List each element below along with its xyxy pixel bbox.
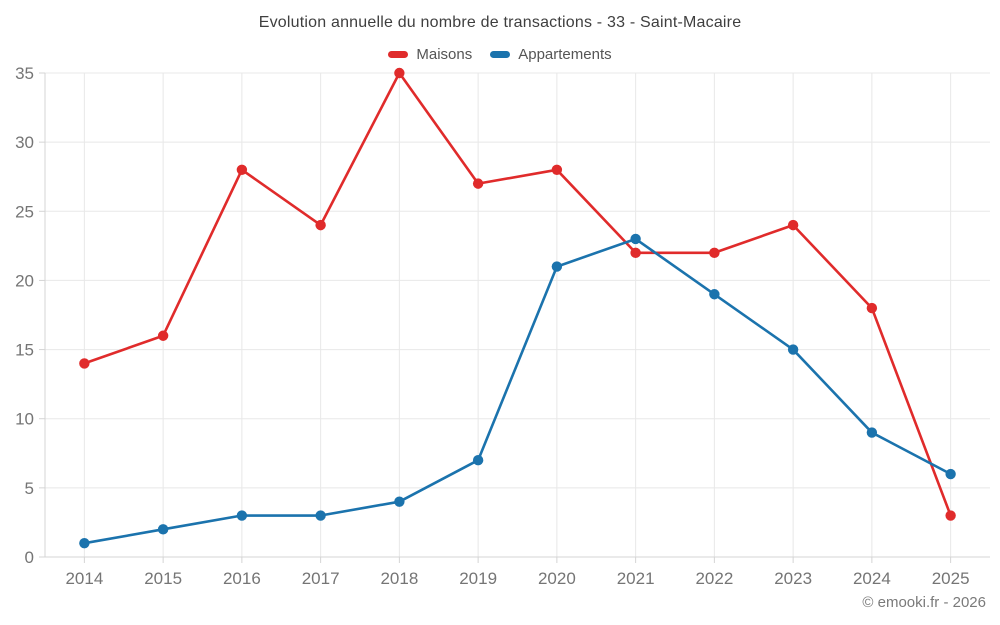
maisons-series-swatch-icon: [388, 51, 409, 58]
data-point-maisons-2016: [236, 164, 248, 175]
y-tick-label: 35: [15, 64, 34, 83]
data-point-appartements-2025: [945, 468, 956, 480]
x-tick-label: 2014: [65, 569, 103, 588]
x-tick-label: 2021: [617, 569, 655, 588]
data-point-maisons-2015: [157, 330, 169, 341]
data-point-maisons-2017: [315, 219, 326, 231]
chart-legend: Maisons Appartements: [0, 46, 1000, 63]
series-line-maisons: [83, 71, 952, 517]
data-point-appartements-2014: [79, 537, 90, 549]
data-point-appartements-2020: [551, 261, 563, 272]
y-tick-label: 0: [25, 548, 34, 567]
x-tick-label: 2020: [538, 569, 576, 588]
legend-label-maisons: Maisons: [416, 46, 473, 63]
series-line-appartements: [83, 237, 952, 545]
y-tick-label: 15: [15, 341, 34, 360]
data-point-appartements-2022: [709, 289, 720, 300]
data-point-appartements-2021: [630, 233, 641, 245]
data-point-maisons-2024: [866, 302, 878, 314]
data-point-appartements-2016: [236, 510, 248, 521]
data-point-appartements-2017: [315, 510, 326, 521]
y-tick-label: 5: [25, 479, 34, 498]
x-tick-label: 2015: [144, 569, 182, 588]
y-tick-label: 30: [15, 133, 34, 152]
legend-item-maisons[interactable]: Maisons: [388, 46, 472, 63]
legend-label-appartements: Appartements: [518, 46, 612, 63]
data-point-maisons-2022: [709, 247, 720, 258]
x-tick-label: 2025: [932, 569, 970, 588]
x-tick-label: 2016: [223, 569, 261, 588]
data-point-maisons-2021: [630, 247, 641, 258]
data-point-maisons-2014: [79, 358, 90, 369]
y-tick-label: 25: [15, 202, 34, 221]
data-point-maisons-2019: [472, 178, 484, 189]
legend-item-appartements[interactable]: Appartements: [490, 46, 612, 63]
x-tick-label: 2022: [695, 569, 733, 588]
x-tick-label: 2018: [380, 569, 418, 588]
y-tick-label: 20: [15, 271, 34, 290]
data-point-maisons-2018: [394, 67, 405, 79]
appartements-series-swatch-icon: [490, 51, 511, 58]
x-tick-label: 2023: [774, 569, 812, 588]
x-tick-label: 2024: [853, 569, 891, 588]
x-tick-label: 2017: [302, 569, 340, 588]
chart-title: Evolution annuelle du nombre de transact…: [258, 14, 742, 31]
data-point-appartements-2019: [472, 455, 484, 466]
data-point-maisons-2023: [787, 219, 799, 231]
data-point-appartements-2024: [866, 427, 878, 438]
data-point-maisons-2020: [551, 164, 563, 175]
data-point-appartements-2018: [394, 496, 405, 507]
data-point-appartements-2023: [787, 344, 799, 355]
footer-credit: © emooki.fr - 2026: [862, 594, 986, 611]
data-point-appartements-2015: [157, 524, 169, 535]
data-point-maisons-2025: [945, 510, 956, 521]
y-tick-label: 10: [15, 410, 34, 429]
x-tick-label: 2019: [459, 569, 497, 588]
